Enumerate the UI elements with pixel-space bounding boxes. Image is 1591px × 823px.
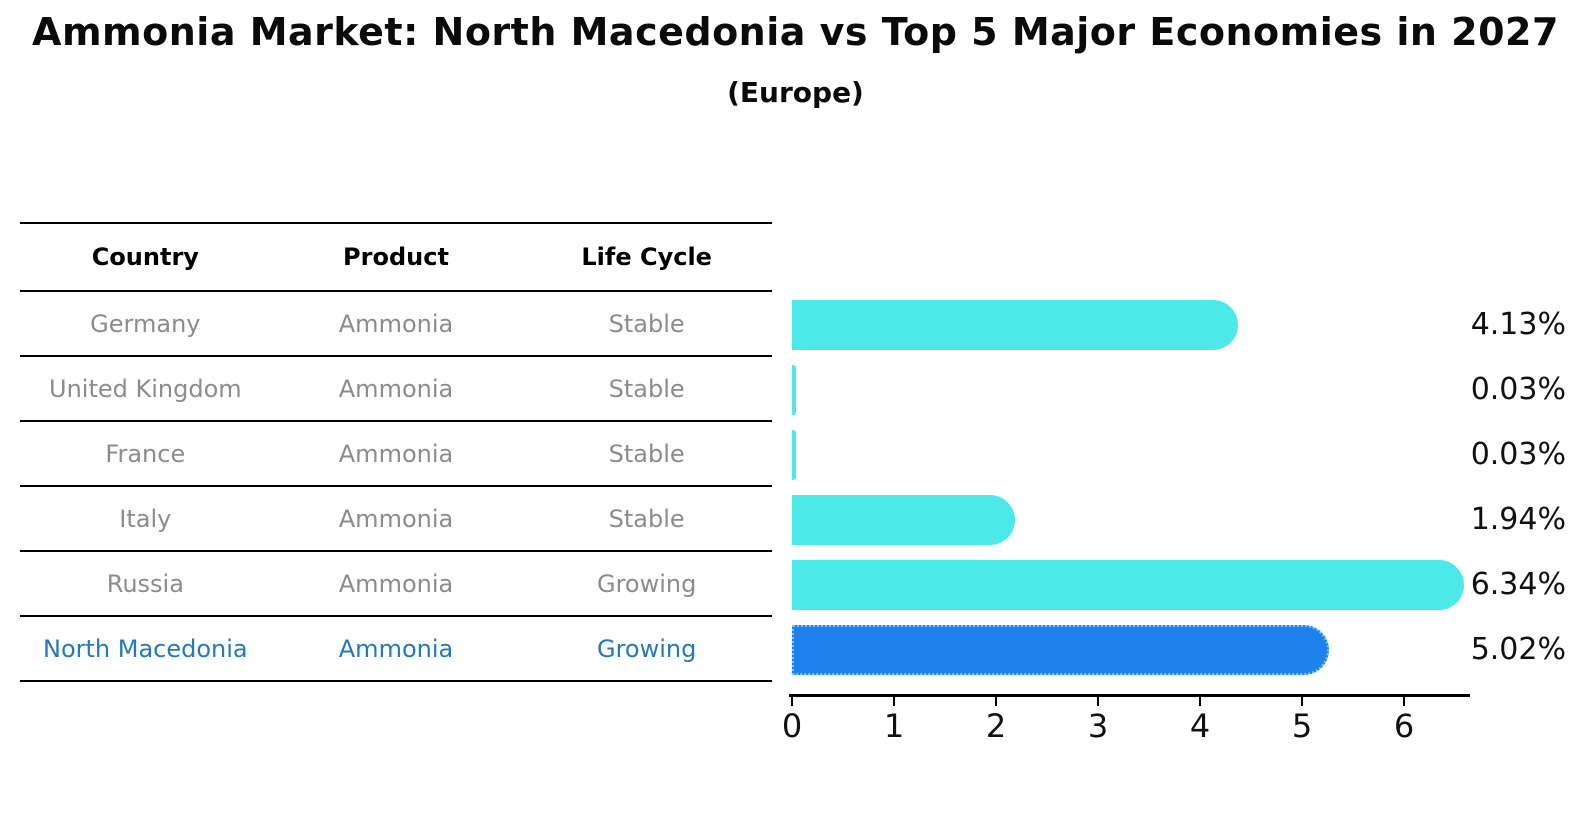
cell-country: Germany <box>90 309 201 338</box>
table-header-row: Country Product Life Cycle <box>20 224 772 292</box>
bar-russia <box>792 560 1464 610</box>
cell-product: Ammonia <box>338 634 454 663</box>
table-header-life-cycle: Life Cycle <box>581 243 712 271</box>
cell-country: Italy <box>119 504 172 533</box>
x-axis-tick <box>893 697 895 706</box>
x-axis-tick-label: 0 <box>781 707 803 745</box>
cell-country: North Macedonia <box>43 634 248 663</box>
cell-product: Ammonia <box>338 439 454 468</box>
cell-life-cycle: Growing <box>596 569 697 598</box>
x-axis-line <box>789 694 1470 697</box>
cell-country: Russia <box>106 569 184 598</box>
cell-product: Ammonia <box>338 504 454 533</box>
bar-value-label: 1.94% <box>1470 502 1566 537</box>
cell-life-cycle: Stable <box>608 374 685 403</box>
bar-value-label: 5.02% <box>1470 632 1566 667</box>
bar-value-label: 6.34% <box>1470 567 1566 602</box>
x-axis-tick-label: 2 <box>985 707 1007 745</box>
data-table: Country Product Life Cycle Germany Ammon… <box>20 222 772 682</box>
x-axis-tick-label: 5 <box>1291 707 1313 745</box>
bar-france <box>792 430 797 480</box>
table-row: Germany Ammonia Stable <box>20 292 772 357</box>
cell-country: France <box>105 439 186 468</box>
cell-product: Ammonia <box>338 569 454 598</box>
table-row: Italy Ammonia Stable <box>20 487 772 552</box>
bar-north-macedonia <box>792 625 1330 675</box>
cell-life-cycle: Stable <box>608 504 685 533</box>
x-axis-tick-label: 1 <box>883 707 905 745</box>
x-axis-tick <box>1199 697 1201 706</box>
table-header-country: Country <box>91 243 199 271</box>
bar-value-label: 0.03% <box>1470 437 1566 472</box>
bar-italy <box>792 495 1015 545</box>
bar-united-kingdom <box>792 365 797 415</box>
x-axis-tick <box>1403 697 1405 706</box>
table-row: United Kingdom Ammonia Stable <box>20 357 772 422</box>
bar-value-label: 0.03% <box>1470 372 1566 407</box>
cell-country: United Kingdom <box>49 374 242 403</box>
bar-germany <box>792 300 1239 350</box>
x-axis-tick-label: 4 <box>1189 707 1211 745</box>
x-axis-tick-label: 6 <box>1393 707 1415 745</box>
bar-value-label: 4.13% <box>1470 307 1566 342</box>
table-row: France Ammonia Stable <box>20 422 772 487</box>
x-axis-tick <box>791 697 793 706</box>
table-row-highlighted: North Macedonia Ammonia Growing <box>20 617 772 682</box>
cell-life-cycle: Stable <box>608 309 685 338</box>
cell-life-cycle: Growing <box>596 634 697 663</box>
cell-product: Ammonia <box>338 309 454 338</box>
cell-life-cycle: Stable <box>608 439 685 468</box>
x-axis-tick <box>995 697 997 706</box>
page-title: Ammonia Market: North Macedonia vs Top 5… <box>32 10 1559 54</box>
page-subtitle: (Europe) <box>727 76 864 109</box>
table-row: Russia Ammonia Growing <box>20 552 772 617</box>
x-axis-tick <box>1301 697 1303 706</box>
x-axis-tick <box>1097 697 1099 706</box>
table-header-product: Product <box>343 243 449 271</box>
x-axis-tick-label: 3 <box>1087 707 1109 745</box>
cell-product: Ammonia <box>338 374 454 403</box>
